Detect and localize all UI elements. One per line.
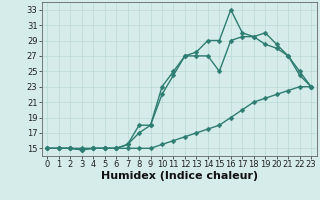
X-axis label: Humidex (Indice chaleur): Humidex (Indice chaleur)	[100, 171, 258, 181]
